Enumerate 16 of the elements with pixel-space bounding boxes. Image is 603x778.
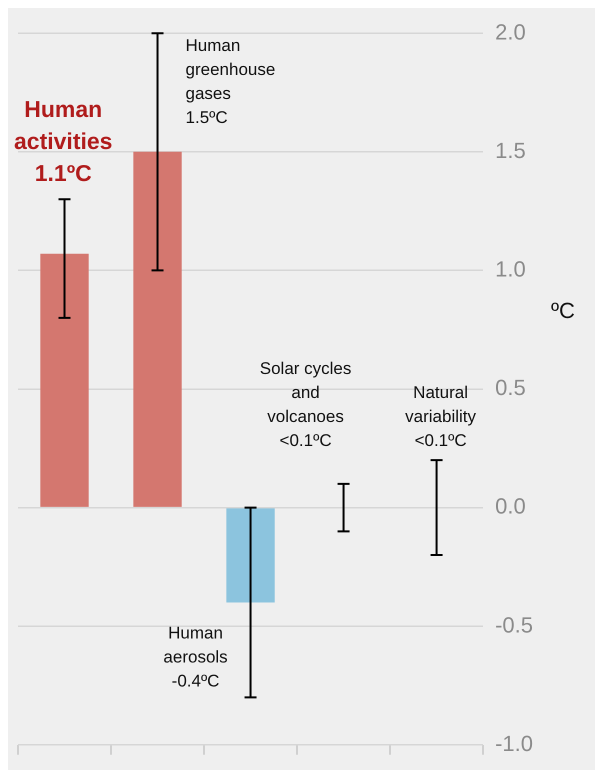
annotation: Human aerosols -0.4ºC: [163, 623, 228, 690]
bar: [226, 508, 275, 602]
y-tick-label: 2.0: [495, 19, 526, 44]
y-axis-title: ºC: [551, 298, 576, 323]
bar: [40, 254, 89, 507]
y-tick-label: 1.0: [495, 256, 526, 282]
annotation: Human activities 1.1ºC: [14, 96, 112, 186]
annotation: Natural variability <0.1ºC: [405, 383, 477, 450]
bar: [133, 152, 182, 507]
annotation: Solar cycles and volcanoes <0.1ºC: [260, 358, 352, 450]
y-tick-label: 1.5: [495, 138, 526, 163]
y-tick-label: 0.0: [495, 494, 526, 519]
y-tick-label: -0.5: [495, 612, 534, 638]
y-tick-label: -1.0: [495, 730, 534, 756]
y-tick-label: 0.5: [495, 375, 526, 400]
annotation: Human greenhouse gases 1.5ºC: [186, 36, 276, 128]
